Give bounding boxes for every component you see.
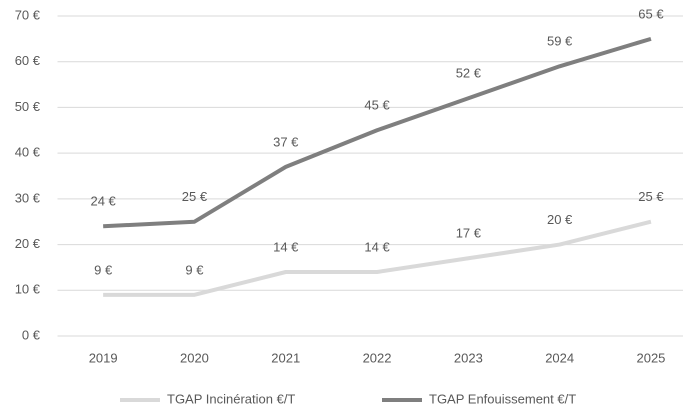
data-label: 45 € (364, 98, 390, 113)
x-tick-label: 2019 (89, 350, 118, 365)
data-label: 14 € (364, 239, 390, 254)
legend-label: TGAP Enfouissement €/T (429, 391, 576, 406)
data-label: 59 € (547, 34, 573, 49)
data-label: 24 € (90, 194, 116, 209)
data-label: 14 € (273, 239, 299, 254)
data-label: 9 € (94, 262, 113, 277)
data-label: 20 € (547, 212, 573, 227)
x-tick-label: 2022 (363, 350, 392, 365)
data-label: 37 € (273, 134, 299, 149)
y-tick-label: 0 € (22, 327, 41, 342)
legend-label: TGAP Incinération €/T (167, 391, 295, 406)
data-label: 25 € (182, 189, 208, 204)
y-tick-label: 40 € (15, 145, 41, 160)
y-tick-label: 20 € (15, 236, 41, 251)
y-tick-label: 50 € (15, 99, 41, 114)
y-tick-label: 70 € (15, 7, 41, 22)
series-line (103, 219, 652, 297)
x-tick-label: 2024 (545, 350, 574, 365)
data-label: 17 € (456, 226, 482, 241)
y-tick-label: 10 € (15, 282, 41, 297)
data-label: 9 € (185, 262, 204, 277)
x-tick-label: 2025 (636, 350, 665, 365)
data-label: 65 € (638, 6, 664, 21)
x-tick-label: 2021 (271, 350, 300, 365)
x-tick-label: 2023 (454, 350, 483, 365)
x-tick-label: 2020 (180, 350, 209, 365)
series-line (103, 36, 652, 229)
data-label: 25 € (638, 189, 664, 204)
y-tick-label: 60 € (15, 53, 41, 68)
y-tick-label: 30 € (15, 190, 41, 205)
data-label: 52 € (456, 66, 482, 81)
